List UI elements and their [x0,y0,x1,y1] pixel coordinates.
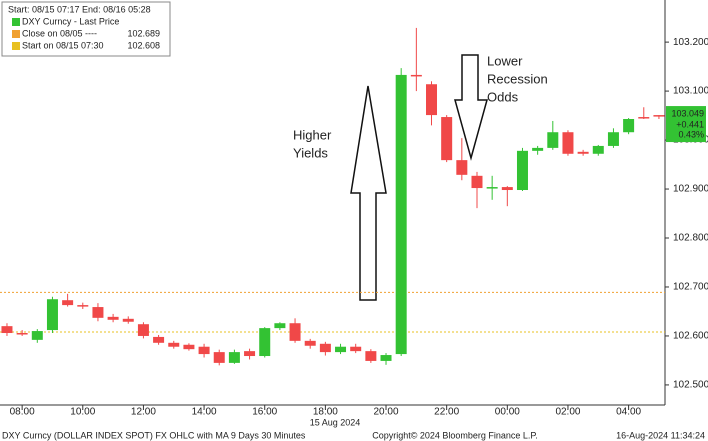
legend-box [1,1,171,57]
legend-start-value: 102.608 [127,40,160,50]
annotation: Lower [487,53,523,68]
candle-body [319,343,331,353]
candle-body [31,331,43,340]
candle-body [426,84,438,116]
candle-body [562,132,574,154]
x-tick-label: 14:00 [192,407,217,418]
x-tick-label: 02:00 [555,407,580,418]
candle-body [532,147,544,151]
candle-body [607,132,619,146]
candle-body [46,299,58,331]
last-price-box [666,106,706,143]
candle-body [395,74,407,355]
legend-swatch [12,30,20,38]
footer-right: 16-Aug-2024 11:34:24 [616,430,705,440]
candle-body [547,132,559,148]
candle-body [516,150,528,191]
x-tick-label: 18:00 [313,407,338,418]
candle-body [577,151,589,154]
candle-body [410,74,422,77]
candle-body [228,352,240,363]
candle-body [486,187,498,189]
price-change: +0.441 [676,119,704,129]
date-label: 15 Aug 2024 [310,417,361,427]
last-price: 103.049 [671,108,704,118]
legend-start: Start on 08/15 07:30 [22,40,104,50]
candle-body [365,351,377,361]
candle-body [168,342,180,347]
candle-body [380,355,392,361]
candle-body [137,324,149,336]
x-tick-label: 22:00 [434,407,459,418]
candle-body [456,160,468,175]
legend-close: Close on 08/05 ---- [22,28,97,38]
y-tick-label: 102.900 [673,184,708,195]
candle-body [1,326,13,334]
footer-left: DXY Curncy (DOLLAR INDEX SPOT) FX OHLC w… [2,430,306,440]
candle-body [335,346,347,353]
x-tick-label: 00:00 [495,407,520,418]
candle-body [16,333,28,335]
annotation: Higher [293,127,332,142]
candle-body [198,346,210,355]
legend-series: DXY Curncy - Last Price [22,16,119,26]
footer-center: Copyright© 2024 Bloomberg Finance L.P. [372,430,538,440]
candle-body [107,316,119,320]
y-tick-label: 103.200 [673,37,708,48]
x-tick-label: 12:00 [131,407,156,418]
y-tick-label: 102.800 [673,233,708,244]
candle-body [259,328,271,357]
candle-body [501,187,513,191]
candle-body [623,119,635,133]
candle-body [471,175,483,189]
legend-swatch [12,18,20,26]
candle-body [350,346,362,352]
y-tick-label: 102.700 [673,282,708,293]
legend-swatch [12,42,20,50]
candle-body [122,318,134,322]
y-tick-label: 103.100 [673,86,708,97]
legend-close-value: 102.689 [127,28,160,38]
x-tick-label: 20:00 [374,407,399,418]
candle-body [638,117,650,119]
up-arrow [350,85,387,301]
candle-body [92,307,104,318]
candle-body [653,115,665,117]
candle-body [441,117,453,161]
candle-body [62,300,74,306]
legend-range: Start: 08/15 07:17 End: 08/16 05:28 [8,4,151,14]
x-tick-label: 10:00 [70,407,95,418]
candle-body [304,340,316,346]
y-tick-label: 102.600 [673,331,708,342]
candle-body [77,305,89,307]
y-tick-label: 102.500 [673,380,708,391]
candle-body [244,351,256,357]
annotation: Yields [293,145,328,160]
candle-body [274,323,286,329]
annotation: Recession [487,71,548,86]
x-tick-label: 04:00 [616,407,641,418]
candle-body [289,323,301,341]
annotation: Odds [487,89,519,104]
candle-body [592,145,604,154]
x-tick-label: 08:00 [10,407,35,418]
down-arrow [454,54,488,161]
price-change-pct: 0.43% [678,129,704,139]
candle-body [153,336,165,343]
candle-body [183,344,195,350]
x-tick-label: 16:00 [252,407,277,418]
candle-body [213,352,225,363]
